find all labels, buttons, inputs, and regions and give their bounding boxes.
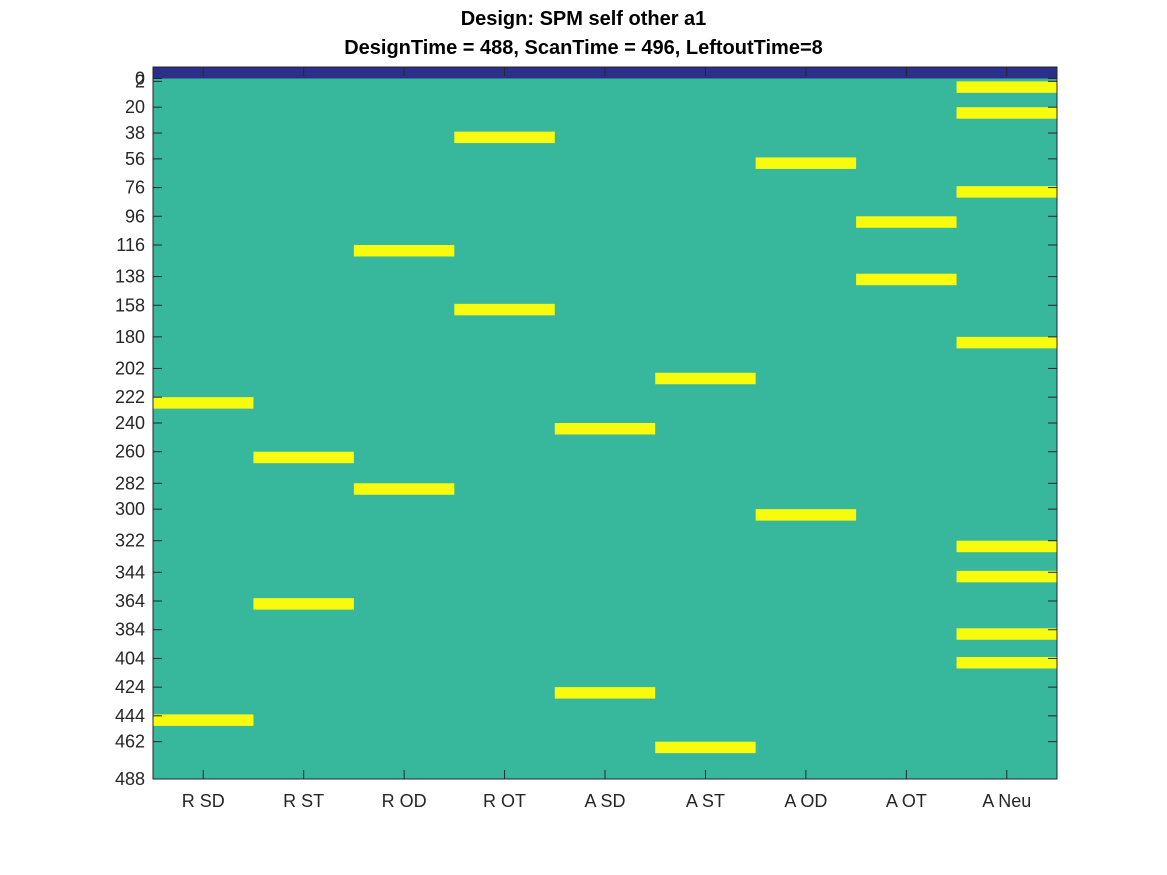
event-cell: [153, 397, 254, 409]
y-tick-label: 282: [115, 473, 145, 493]
event-cell: [353, 483, 455, 495]
y-tick-label: 344: [115, 562, 145, 582]
y-tick-label: 76: [125, 178, 145, 198]
y-tick-label: 180: [115, 327, 145, 347]
y-tick-label: 2: [135, 71, 145, 91]
event-cell: [956, 186, 1057, 198]
event-cell: [353, 245, 455, 257]
event-cell: [454, 131, 555, 144]
x-tick-label: R SD: [182, 791, 225, 811]
y-tick-label: 138: [115, 267, 145, 287]
x-tick-label: R OD: [382, 791, 427, 811]
y-tick-label: 424: [115, 677, 145, 697]
y-tick-label: 322: [115, 531, 145, 551]
event-cell: [655, 372, 756, 385]
y-tick-label: 364: [115, 591, 145, 611]
event-cell: [956, 336, 1057, 349]
event-cell: [253, 598, 354, 610]
y-tick-label: 488: [115, 769, 145, 789]
y-tick-label: 20: [125, 97, 145, 117]
y-tick-label: 116: [116, 235, 145, 255]
y-tick-label: 444: [115, 706, 145, 726]
y-tick-label: 0: [135, 68, 145, 88]
y-tick-label: 158: [115, 295, 145, 315]
x-tick-label: A OD: [784, 791, 827, 811]
event-cell: [956, 628, 1057, 640]
x-tick-label: R OT: [483, 791, 526, 811]
x-tick-label: A ST: [686, 791, 725, 811]
event-cell: [153, 714, 254, 726]
event-cell: [755, 157, 857, 169]
event-cell: [454, 303, 555, 316]
x-tick-label: R ST: [283, 791, 324, 811]
y-tick-label: 240: [115, 413, 145, 433]
y-tick-label: 384: [115, 620, 145, 640]
event-cell: [253, 451, 354, 464]
event-cell: [856, 273, 957, 286]
event-cell: [956, 107, 1057, 119]
event-cell: [856, 216, 957, 228]
y-tick-label: 38: [125, 123, 145, 143]
y-tick-label: 404: [115, 648, 145, 668]
x-tick-label: A SD: [584, 791, 625, 811]
event-cell: [956, 540, 1057, 553]
y-tick-label: 202: [115, 358, 145, 378]
event-cell: [554, 423, 656, 435]
chart-subtitle: DesignTime = 488, ScanTime = 496, Leftou…: [344, 37, 823, 59]
chart-title: Design: SPM self other a1: [460, 8, 707, 30]
y-tick-label: 260: [115, 442, 145, 462]
event-cell: [956, 570, 1057, 583]
event-cell: [956, 81, 1057, 93]
event-cell: [956, 656, 1057, 669]
event-cell: [554, 687, 656, 699]
event-cell: [655, 741, 756, 754]
y-tick-label: 300: [115, 499, 145, 519]
y-tick-label: 96: [125, 206, 145, 226]
x-tick-label: A OT: [886, 791, 927, 811]
y-tick-label: 222: [115, 387, 145, 407]
y-tick-label: 56: [125, 149, 145, 169]
y-tick-label: 462: [115, 732, 145, 752]
event-cell: [755, 509, 857, 521]
x-tick-label: A Neu: [982, 791, 1031, 811]
